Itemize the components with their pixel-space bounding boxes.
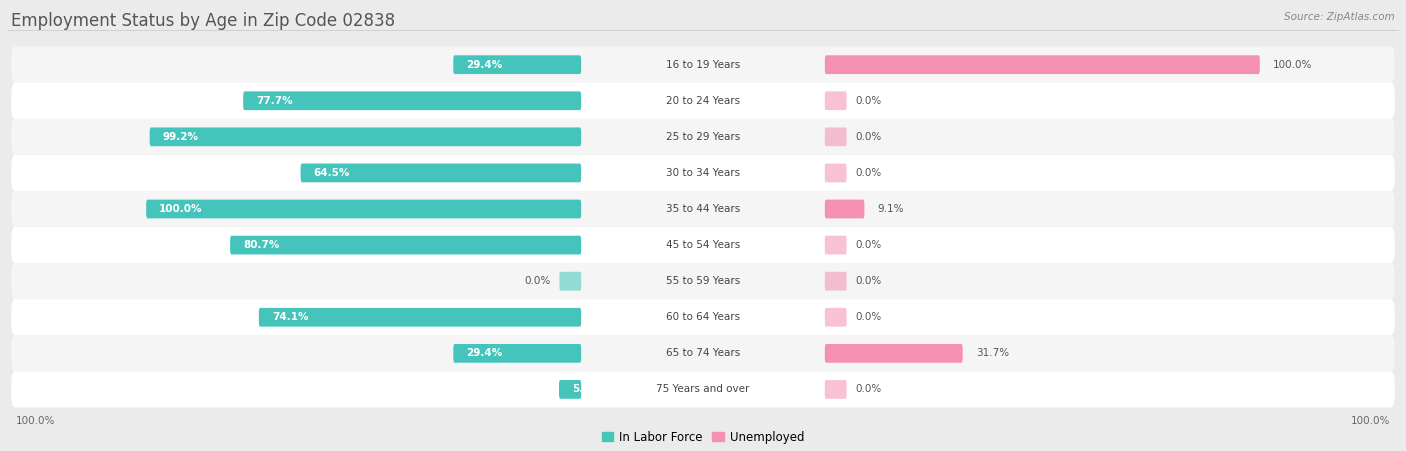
FancyBboxPatch shape — [560, 380, 581, 399]
Text: 0.0%: 0.0% — [855, 384, 882, 395]
FancyBboxPatch shape — [825, 272, 846, 290]
FancyBboxPatch shape — [825, 308, 846, 327]
Text: 0.0%: 0.0% — [855, 276, 882, 286]
FancyBboxPatch shape — [825, 55, 1260, 74]
FancyBboxPatch shape — [231, 236, 581, 254]
FancyBboxPatch shape — [11, 335, 1395, 371]
FancyBboxPatch shape — [11, 263, 1395, 299]
FancyBboxPatch shape — [560, 272, 581, 290]
Text: 9.1%: 9.1% — [877, 204, 904, 214]
FancyBboxPatch shape — [11, 155, 1395, 191]
FancyBboxPatch shape — [11, 299, 1395, 335]
Text: 55 to 59 Years: 55 to 59 Years — [666, 276, 740, 286]
Text: 25 to 29 Years: 25 to 29 Years — [666, 132, 740, 142]
Text: 29.4%: 29.4% — [467, 348, 502, 359]
FancyBboxPatch shape — [301, 164, 581, 182]
FancyBboxPatch shape — [825, 200, 865, 218]
FancyBboxPatch shape — [146, 200, 581, 218]
Text: 0.0%: 0.0% — [855, 96, 882, 106]
FancyBboxPatch shape — [825, 128, 846, 146]
Text: 64.5%: 64.5% — [314, 168, 350, 178]
Text: 80.7%: 80.7% — [243, 240, 280, 250]
Text: 0.0%: 0.0% — [855, 312, 882, 322]
FancyBboxPatch shape — [11, 46, 1395, 83]
Text: 100.0%: 100.0% — [15, 416, 55, 426]
Text: 0.0%: 0.0% — [855, 132, 882, 142]
FancyBboxPatch shape — [243, 92, 581, 110]
Text: 0.0%: 0.0% — [855, 168, 882, 178]
Text: 35 to 44 Years: 35 to 44 Years — [666, 204, 740, 214]
Text: 100.0%: 100.0% — [1272, 60, 1312, 69]
Text: Employment Status by Age in Zip Code 02838: Employment Status by Age in Zip Code 028… — [11, 12, 395, 30]
Text: 31.7%: 31.7% — [976, 348, 1010, 359]
FancyBboxPatch shape — [11, 191, 1395, 227]
Text: 20 to 24 Years: 20 to 24 Years — [666, 96, 740, 106]
FancyBboxPatch shape — [825, 92, 846, 110]
Text: 74.1%: 74.1% — [271, 312, 308, 322]
Text: 99.2%: 99.2% — [163, 132, 198, 142]
FancyBboxPatch shape — [11, 119, 1395, 155]
Text: 30 to 34 Years: 30 to 34 Years — [666, 168, 740, 178]
FancyBboxPatch shape — [825, 164, 846, 182]
Text: 60 to 64 Years: 60 to 64 Years — [666, 312, 740, 322]
Legend: In Labor Force, Unemployed: In Labor Force, Unemployed — [598, 426, 808, 449]
FancyBboxPatch shape — [11, 371, 1395, 407]
FancyBboxPatch shape — [453, 344, 581, 363]
Text: 0.0%: 0.0% — [855, 240, 882, 250]
FancyBboxPatch shape — [259, 308, 581, 327]
FancyBboxPatch shape — [825, 236, 846, 254]
Text: Source: ZipAtlas.com: Source: ZipAtlas.com — [1284, 12, 1395, 23]
Text: 65 to 74 Years: 65 to 74 Years — [666, 348, 740, 359]
Text: 77.7%: 77.7% — [256, 96, 292, 106]
Text: 45 to 54 Years: 45 to 54 Years — [666, 240, 740, 250]
FancyBboxPatch shape — [11, 227, 1395, 263]
Text: 0.0%: 0.0% — [524, 276, 551, 286]
Text: 100.0%: 100.0% — [159, 204, 202, 214]
FancyBboxPatch shape — [11, 83, 1395, 119]
Text: 75 Years and over: 75 Years and over — [657, 384, 749, 395]
Text: 29.4%: 29.4% — [467, 60, 502, 69]
FancyBboxPatch shape — [453, 55, 581, 74]
FancyBboxPatch shape — [149, 128, 581, 146]
FancyBboxPatch shape — [825, 380, 846, 399]
FancyBboxPatch shape — [825, 344, 963, 363]
Text: 16 to 19 Years: 16 to 19 Years — [666, 60, 740, 69]
Text: 5.1%: 5.1% — [572, 384, 600, 395]
Text: 100.0%: 100.0% — [1351, 416, 1391, 426]
